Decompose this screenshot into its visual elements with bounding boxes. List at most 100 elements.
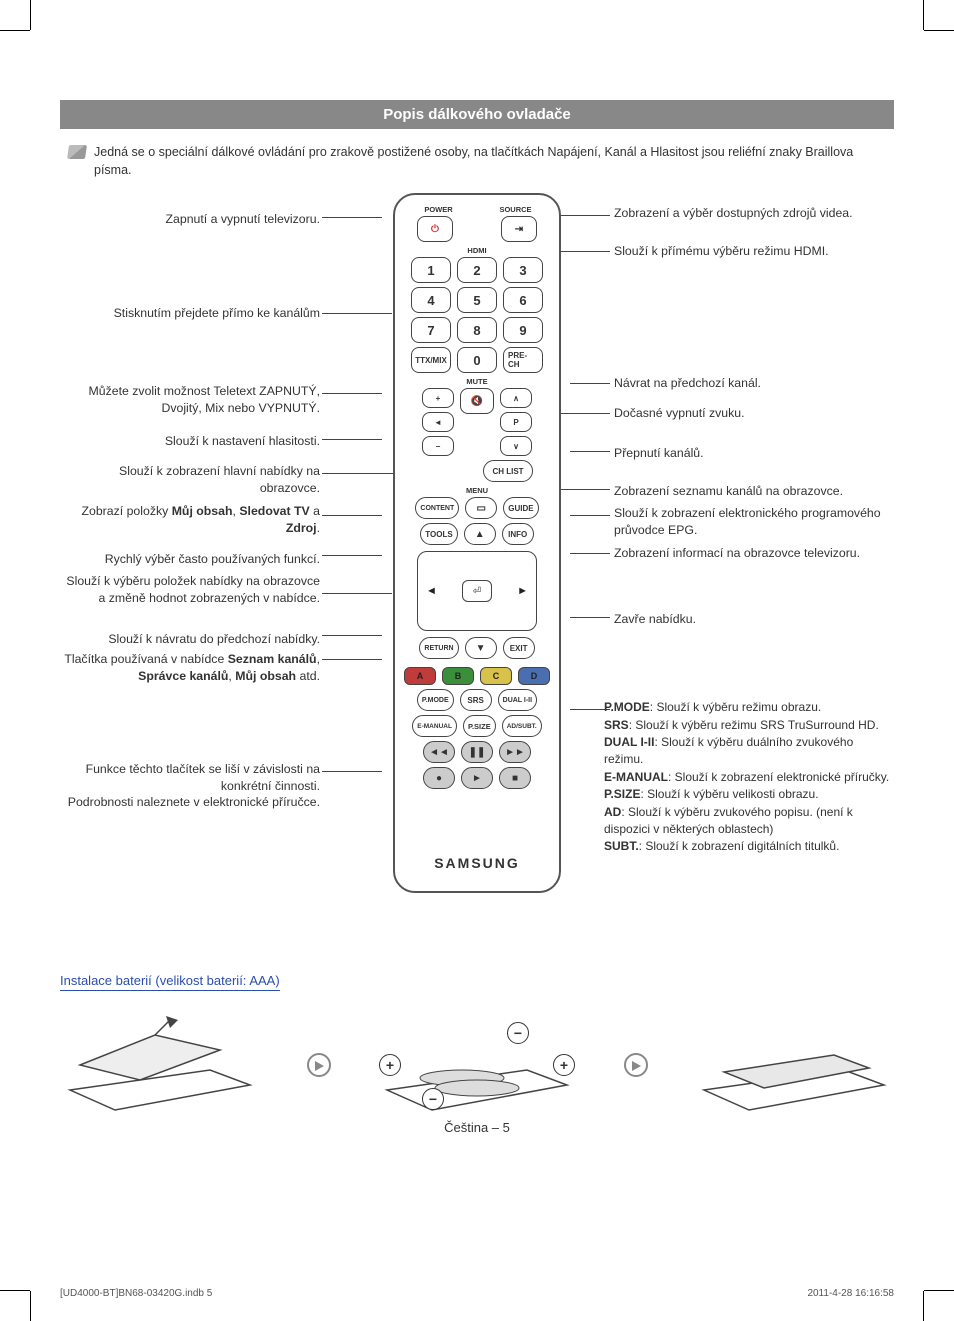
emanual-button[interactable]: E-MANUAL (412, 715, 457, 737)
ch-up-button[interactable]: ∧ (500, 388, 532, 408)
leader-line (322, 439, 382, 440)
right-callout: Zobrazení informací na obrazovce televiz… (614, 545, 894, 562)
battery-step-2: + − − + (377, 1010, 577, 1120)
battery-illustrations: + − − + (60, 1005, 894, 1125)
content-button[interactable]: CONTENT (415, 497, 459, 519)
right-callout: Přepnutí kanálů. (614, 445, 894, 462)
mode-item: P.MODE: Slouží k výběru režimu obrazu. (604, 699, 894, 716)
num-9[interactable]: 9 (503, 317, 543, 343)
num-8[interactable]: 8 (457, 317, 497, 343)
mode-item: E-MANUAL: Slouží k zobrazení elektronick… (604, 769, 894, 786)
dual-button[interactable]: DUAL I-II (498, 689, 537, 711)
num-3[interactable]: 3 (503, 257, 543, 283)
page-number: Čeština – 5 (0, 1120, 954, 1135)
nav-up-button[interactable]: ▲ (464, 523, 496, 545)
nav-ring: ◄ ► ⏎ (417, 551, 537, 631)
num-5[interactable]: 5 (457, 287, 497, 313)
leader-line (322, 593, 392, 594)
right-callout: Zobrazení seznamu kanálů na obrazovce. (614, 483, 894, 500)
return-button[interactable]: RETURN (419, 637, 458, 659)
leader-line (322, 313, 392, 314)
nav-right-button[interactable]: ► (517, 585, 528, 597)
leader-line (322, 555, 382, 556)
num-6[interactable]: 6 (503, 287, 543, 313)
color-a-button[interactable]: A (404, 667, 436, 685)
color-c-button[interactable]: C (480, 667, 512, 685)
transport-rew-button[interactable]: ◄◄ (423, 741, 455, 763)
mode-item: P.SIZE: Slouží k výběru velikosti obrazu… (604, 786, 894, 803)
right-callout: Slouží k zobrazení elektronického progra… (614, 505, 894, 538)
vol-down-button[interactable]: − (422, 436, 454, 456)
note-icon (67, 145, 87, 159)
mute-label: MUTE (466, 377, 487, 386)
info-button[interactable]: INFO (502, 523, 534, 545)
doc-id: [UD4000-BT]BN68-03420G.indb 5 (60, 1288, 212, 1299)
right-callout: Slouží k přímému výběru režimu HDMI. (614, 243, 894, 260)
crop-mark (924, 1290, 954, 1291)
enter-button[interactable]: ⏎ (462, 580, 492, 602)
menu-button[interactable]: ▭ (465, 497, 497, 519)
intro-note: Jedná se o speciální dálkové ovládání pr… (94, 143, 894, 179)
left-callout: Zobrazí položky Můj obsah, Sledovat TV a… (60, 503, 320, 536)
ch-down-button[interactable]: ∨ (500, 436, 532, 456)
nav-left-button[interactable]: ◄ (426, 585, 437, 597)
transport-pause-button[interactable]: ❚❚ (461, 741, 493, 763)
transport-rec-button[interactable]: ● (423, 767, 455, 789)
remote-control: POWER SOURCE ⏻ ⇥ HDMI 123 456 789 TTX/MI… (393, 193, 561, 893)
num-2[interactable]: 2 (457, 257, 497, 283)
ch-p-button[interactable]: P (500, 412, 532, 432)
num-1[interactable]: 1 (411, 257, 451, 283)
step-arrow-icon (307, 1053, 331, 1077)
adsubt-button[interactable]: AD/SUBT. (502, 715, 542, 737)
leader-line (322, 473, 402, 474)
power-button[interactable]: ⏻ (417, 216, 453, 242)
crop-mark (0, 1290, 30, 1291)
pmode-button[interactable]: P.MODE (417, 689, 454, 711)
transport-play-button[interactable]: ► (461, 767, 493, 789)
mode-item: SRS: Slouží k výběru režimu SRS TruSurro… (604, 717, 894, 734)
psize-button[interactable]: P.SIZE (463, 715, 496, 737)
num-7[interactable]: 7 (411, 317, 451, 343)
crop-mark (30, 0, 31, 30)
leader-line (322, 217, 382, 218)
mute-button[interactable]: 🔇 (460, 388, 494, 414)
right-callout: Návrat na předchozí kanál. (614, 375, 894, 392)
leader-line (570, 617, 610, 618)
source-button[interactable]: ⇥ (501, 216, 537, 242)
crop-mark (924, 30, 954, 31)
ttx-button[interactable]: TTX/MIX (411, 347, 451, 373)
transport-stop-button[interactable]: ■ (499, 767, 531, 789)
num-4[interactable]: 4 (411, 287, 451, 313)
nav-down-button[interactable]: ▼ (465, 637, 497, 659)
mode-item: AD: Slouží k výběru zvukového popisu. (n… (604, 804, 894, 839)
page-title: Popis dálkového ovladače (60, 100, 894, 129)
vol-up-button[interactable]: + (422, 388, 454, 408)
num-0[interactable]: 0 (457, 347, 497, 373)
battery-step-3 (694, 1010, 894, 1120)
source-label: SOURCE (480, 205, 551, 214)
guide-button[interactable]: GUIDE (503, 497, 538, 519)
step-arrow-icon (624, 1053, 648, 1077)
leader-line (570, 515, 610, 516)
color-d-button[interactable]: D (518, 667, 550, 685)
leader-line (322, 515, 382, 516)
left-callout: Zapnutí a vypnutí televizoru. (60, 211, 320, 228)
left-callout: Slouží k nastavení hlasitosti. (60, 433, 320, 450)
chlist-button[interactable]: CH LIST (483, 460, 533, 482)
battery-step-1 (60, 1010, 260, 1120)
crop-mark (923, 0, 924, 30)
prech-button[interactable]: PRE-CH (503, 347, 543, 373)
leader-line (560, 215, 610, 216)
transport-fwd-button[interactable]: ►► (499, 741, 531, 763)
vol-mid-button[interactable]: ◄ (422, 412, 454, 432)
color-b-button[interactable]: B (442, 667, 474, 685)
left-callout: Funkce těchto tlačítek se liší v závislo… (60, 761, 320, 811)
leader-line (322, 635, 382, 636)
doc-timestamp: 2011-4-28 16:16:58 (807, 1288, 894, 1299)
exit-button[interactable]: EXIT (503, 637, 535, 659)
tools-button[interactable]: TOOLS (420, 523, 457, 545)
srs-button[interactable]: SRS (460, 689, 492, 711)
left-callout: Rychlý výběr často používaných funkcí. (60, 551, 320, 568)
right-callout: Dočasné vypnutí zvuku. (614, 405, 894, 422)
left-callout: Slouží k návratu do předchozí nabídky. (60, 631, 320, 648)
